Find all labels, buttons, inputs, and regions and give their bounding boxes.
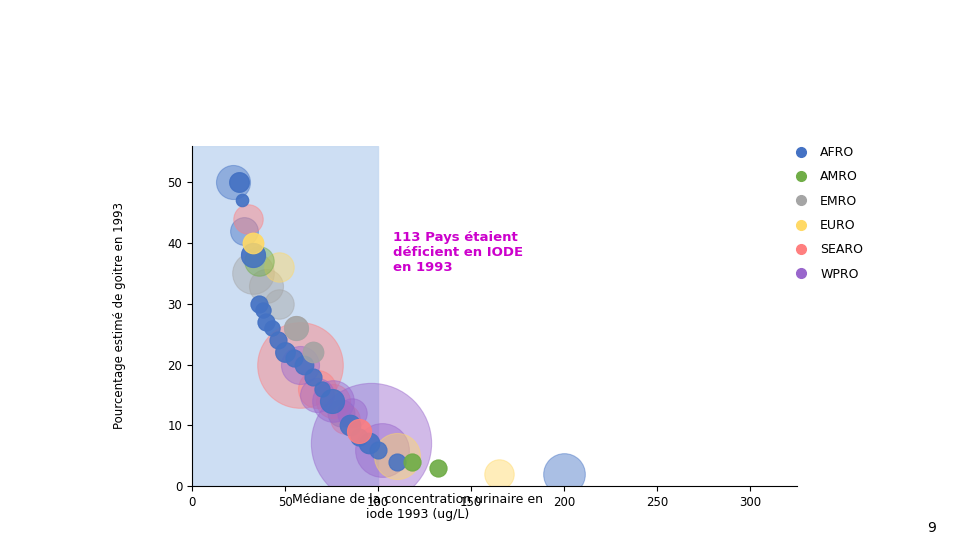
Point <box>351 427 367 436</box>
Text: 113 Pays étaient
déficient en IODE
en 1993: 113 Pays étaient déficient en IODE en 19… <box>393 231 523 274</box>
Point <box>363 439 378 448</box>
Point <box>361 439 376 448</box>
Point <box>246 239 261 247</box>
Point <box>492 469 507 478</box>
Point <box>270 336 285 345</box>
Text: Pourcentage estimé de goitre en 1993: Pourcentage estimé de goitre en 1993 <box>113 202 127 429</box>
Point <box>287 354 302 363</box>
Point <box>292 360 307 369</box>
Point <box>345 409 360 417</box>
Point <box>404 457 420 466</box>
Point <box>389 451 404 460</box>
Point <box>277 348 293 357</box>
Point <box>234 196 250 205</box>
Point <box>371 445 386 454</box>
Point <box>371 445 386 454</box>
Point <box>389 457 404 466</box>
Point <box>289 323 304 332</box>
Point <box>324 396 339 405</box>
Legend: AFRO, AMRO, EMRO, EURO, SEARO, WPRO: AFRO, AMRO, EMRO, EURO, SEARO, WPRO <box>784 141 868 286</box>
Point <box>259 281 275 290</box>
Point <box>430 463 445 472</box>
Point <box>230 178 246 187</box>
Point <box>324 396 339 405</box>
Point <box>305 373 321 381</box>
Point <box>230 178 246 187</box>
Point <box>404 457 420 466</box>
Point <box>255 306 271 314</box>
Point <box>361 439 376 448</box>
Point <box>343 421 358 430</box>
Text: LES TDCI EN 25 ANS: LES TDCI EN 25 ANS <box>19 79 231 99</box>
Point <box>374 445 390 454</box>
Point <box>234 196 250 205</box>
Point <box>296 360 311 369</box>
Point <box>343 421 358 430</box>
Point <box>246 239 261 247</box>
Point <box>236 227 252 235</box>
Point <box>305 373 321 381</box>
Point <box>252 257 267 266</box>
Point <box>292 360 307 369</box>
Point <box>389 457 404 466</box>
Point <box>255 306 271 314</box>
Point <box>337 415 352 423</box>
Point <box>272 263 287 272</box>
Bar <box>192 146 378 486</box>
Point <box>287 354 302 363</box>
Point <box>333 409 348 417</box>
Point <box>246 269 261 278</box>
Point <box>325 396 341 405</box>
Point <box>351 433 367 442</box>
Point <box>240 214 255 223</box>
Point <box>305 348 321 357</box>
Point <box>264 323 279 332</box>
Point <box>246 251 261 260</box>
Point <box>264 323 279 332</box>
Point <box>430 463 445 472</box>
Point <box>259 318 275 326</box>
Point <box>351 427 367 436</box>
Point <box>309 390 324 399</box>
Point <box>351 433 367 442</box>
Point <box>296 360 311 369</box>
Point <box>252 299 267 308</box>
Point <box>289 323 304 332</box>
Text: 9: 9 <box>927 521 936 535</box>
Point <box>315 384 330 393</box>
Point <box>252 299 267 308</box>
Point <box>259 318 275 326</box>
Point <box>315 384 330 393</box>
Point <box>226 178 241 187</box>
Text: CHANGEMENTS OBSERVES AU NIVEAU DES DONNES SUR: CHANGEMENTS OBSERVES AU NIVEAU DES DONNE… <box>19 32 614 51</box>
Point <box>325 396 341 405</box>
Point <box>270 336 285 345</box>
Point <box>557 469 572 478</box>
Point <box>277 348 293 357</box>
Point <box>272 299 287 308</box>
Point <box>305 348 321 357</box>
Point <box>309 384 324 393</box>
Text: Médiane de la concentration urinaire en
iode 1993 (ug/L): Médiane de la concentration urinaire en … <box>292 493 543 521</box>
Point <box>246 251 261 260</box>
